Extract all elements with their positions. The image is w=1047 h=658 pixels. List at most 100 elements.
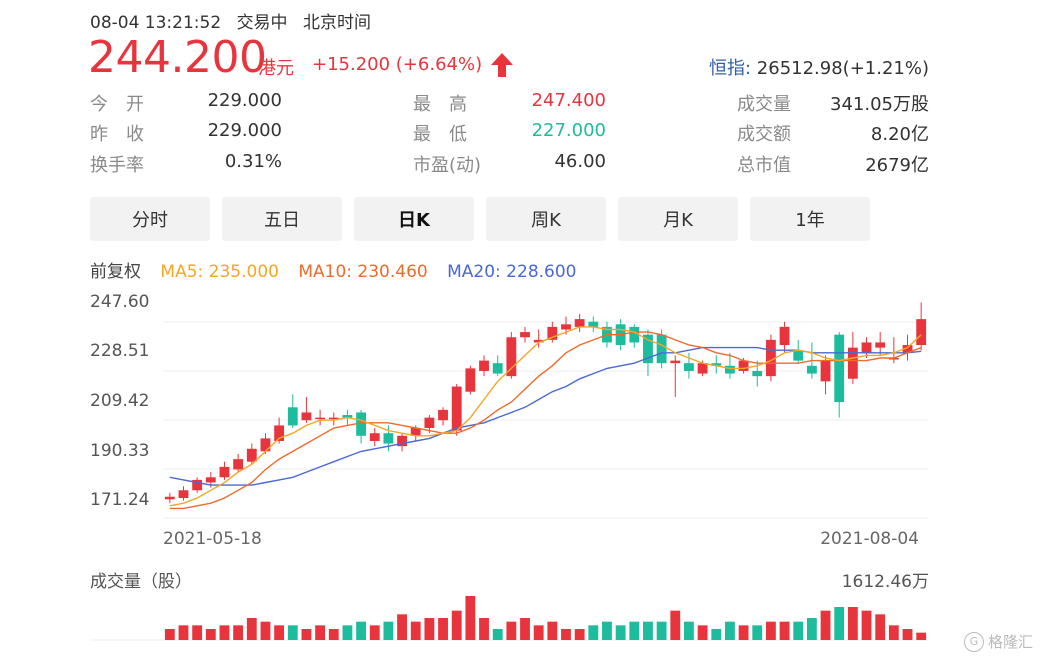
tab-five-day[interactable]: 五日 <box>222 197 342 241</box>
candle-body <box>260 438 271 452</box>
volume-bar <box>847 607 858 640</box>
tab-one-year[interactable]: 1年 <box>750 197 870 241</box>
volume-bar <box>752 625 763 640</box>
candle-body <box>356 412 366 436</box>
watermark: G 格隆汇 <box>963 631 1033 652</box>
adjust-mode[interactable]: 前复权 <box>90 262 141 282</box>
volume-bar <box>369 625 380 640</box>
timezone-label: 北京时间 <box>302 13 371 33</box>
volume-bar <box>902 629 913 640</box>
volume-bar <box>479 618 489 640</box>
volume-bar <box>315 625 326 640</box>
candle-body <box>506 337 517 377</box>
y-tick-label: 228.51 <box>90 341 150 361</box>
candle-body <box>192 479 203 491</box>
volume-bar <box>287 625 298 640</box>
candle-body <box>274 425 285 441</box>
volume-bar <box>888 625 899 640</box>
volume-bar <box>383 621 394 640</box>
candle-body <box>397 435 407 447</box>
stat-value: 8.20亿 <box>870 124 929 145</box>
arrow-up-icon <box>490 52 514 82</box>
candle-body <box>520 332 530 338</box>
candle-body <box>629 326 640 343</box>
timestamp: 08-04 13:21:52 <box>90 13 222 33</box>
volume-bar <box>725 621 735 640</box>
y-tick-label: 209.42 <box>90 391 150 411</box>
volume-bar <box>438 618 448 640</box>
stat-value: 46.00 <box>554 151 606 172</box>
stat-value: 247.400 <box>531 90 606 111</box>
volume-bar <box>205 629 216 640</box>
volume-bar <box>861 610 872 640</box>
volume-bar <box>424 618 435 640</box>
volume-bar <box>711 629 722 640</box>
candle-body <box>287 407 298 426</box>
ma20-value: MA20: 228.600 <box>447 262 577 282</box>
volume-bar <box>684 621 694 640</box>
volume-bar <box>834 607 845 640</box>
candle-body <box>315 417 326 420</box>
candle-body <box>438 409 448 421</box>
candle-body <box>643 334 653 364</box>
volume-bar <box>274 625 285 640</box>
tab-monthly-k[interactable]: 月K <box>618 197 738 241</box>
volume-bar <box>506 621 517 640</box>
volume-bar <box>301 629 312 640</box>
volume-bar <box>164 629 175 640</box>
tab-intraday[interactable]: 分时 <box>90 197 210 241</box>
ma5-line <box>169 326 922 507</box>
stat-label: 今 开 <box>90 94 144 115</box>
volume-bar <box>916 632 927 640</box>
volume-bar <box>397 614 407 640</box>
volume-bar <box>697 625 708 640</box>
y-tick-label: 171.24 <box>90 490 150 510</box>
stat-prev-close: 昨 收 229.000 <box>90 120 282 145</box>
candle-body <box>875 342 886 348</box>
candle-body <box>916 319 927 346</box>
candle-body <box>779 326 790 346</box>
volume-bar <box>533 625 544 640</box>
candle-body <box>383 433 394 444</box>
index-label: 恒指: <box>708 58 752 79</box>
hang-seng-index[interactable]: 恒指: 26512.98(+1.21%) <box>709 54 929 80</box>
candle-body <box>492 363 503 374</box>
candle-body <box>684 363 694 371</box>
candle-body <box>806 365 817 374</box>
candle-body <box>533 339 544 343</box>
tab-weekly-k[interactable]: 周K <box>486 197 606 241</box>
volume-bar <box>806 618 817 640</box>
candle-body <box>465 368 476 392</box>
volume-bar <box>451 610 462 640</box>
stat-value: 227.000 <box>531 120 606 141</box>
volume-bar <box>602 621 612 640</box>
tab-daily-k[interactable]: 日K <box>354 197 474 241</box>
volume-bar <box>356 621 366 640</box>
stat-label: 最 低 <box>413 124 467 145</box>
ma10-line <box>169 331 922 510</box>
current-price: 244.200 <box>88 32 267 83</box>
candle-body <box>820 360 831 382</box>
candle-body <box>233 459 244 470</box>
status-line: 08-04 13:21:52 交易中 北京时间 <box>90 8 381 33</box>
candle-body <box>424 417 435 429</box>
candle-body <box>219 466 230 478</box>
stat-label: 市盈(动) <box>413 155 482 176</box>
stat-value: 0.31% <box>224 151 282 172</box>
stat-label: 成交额 <box>737 124 791 145</box>
candle-body <box>178 490 189 499</box>
candle-body <box>410 428 421 436</box>
volume-bar <box>178 625 189 640</box>
candle-body <box>451 386 462 431</box>
ma10-value: MA10: 230.460 <box>298 262 428 282</box>
y-tick-label: 190.33 <box>90 441 150 461</box>
volume-bar <box>875 614 886 640</box>
candle-body <box>246 448 257 462</box>
stat-low: 最 低 227.000 <box>413 120 606 145</box>
volume-bar <box>342 625 353 640</box>
volume-bar <box>738 625 749 640</box>
volume-bar <box>588 625 599 640</box>
candle-body <box>765 339 776 377</box>
stat-label: 总市值 <box>737 155 791 176</box>
